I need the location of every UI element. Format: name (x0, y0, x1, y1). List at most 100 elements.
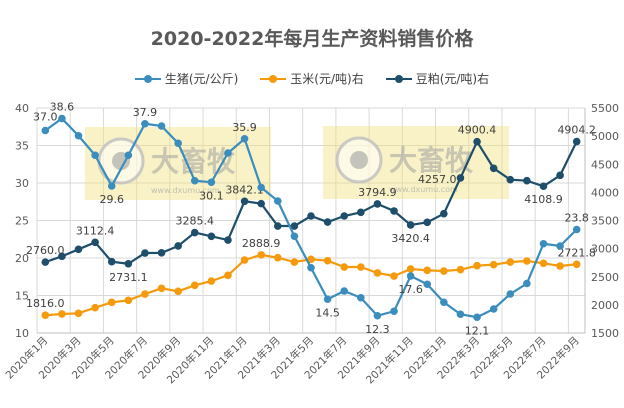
data-point (523, 279, 531, 288)
left-tick-label: 30 (15, 177, 29, 190)
data-point (157, 122, 166, 130)
left-tick-label: 25 (15, 215, 29, 228)
data-point (539, 259, 548, 268)
data-point (423, 218, 432, 227)
data-point (323, 256, 332, 265)
data-point (373, 200, 382, 208)
data-point (390, 307, 398, 316)
data-point (440, 298, 448, 307)
data-label: 4900.4 (458, 124, 497, 137)
data-point (74, 131, 83, 140)
data-label: 3420.4 (391, 232, 430, 245)
data-point (157, 249, 166, 257)
data-point (190, 281, 199, 290)
data-point (456, 310, 465, 319)
data-point (373, 311, 382, 320)
data-point (506, 258, 515, 266)
data-point (124, 259, 133, 268)
watermark-brand: 大畜牧 (151, 145, 236, 178)
data-point (107, 298, 116, 307)
data-label: 23.8 (564, 212, 589, 225)
data-point (207, 277, 216, 285)
legend-item-corn[interactable]: 玉米(元/吨)右 (260, 70, 364, 87)
data-point (406, 272, 415, 280)
watermark-logo-dot (350, 151, 368, 169)
legend-swatch-corn (260, 74, 287, 84)
data-point (323, 218, 332, 226)
data-point (174, 287, 182, 296)
legend-swatch-pig (134, 74, 161, 84)
data-point (489, 164, 498, 173)
legend-item-pig[interactable]: 生猪(元/公斤) (134, 70, 238, 87)
left-tick-label: 40 (15, 102, 29, 115)
data-point (506, 175, 515, 184)
data-point (572, 260, 581, 269)
watermark-url: www.dxumu.com (389, 185, 458, 194)
data-point (473, 137, 481, 146)
data-label: 35.9 (232, 121, 257, 134)
data-label: 30.1 (199, 189, 224, 202)
data-point (357, 263, 365, 271)
data-label: 4108.9 (524, 193, 563, 206)
data-point (373, 269, 382, 277)
data-point (406, 221, 415, 229)
legend-label: 豆粕(元/吨)右 (415, 72, 490, 86)
right-tick-label: 2000 (591, 299, 619, 312)
left-tick-label: 15 (15, 290, 29, 303)
data-point (440, 209, 448, 218)
data-point (207, 232, 216, 241)
legend: 生猪(元/公斤) 玉米(元/吨)右 豆粕(元/吨)右 (0, 70, 624, 87)
data-point (41, 126, 50, 135)
data-label: 2721.8 (557, 246, 596, 259)
data-point (473, 313, 481, 322)
data-point (307, 263, 315, 272)
data-point (273, 222, 282, 230)
data-point (240, 134, 249, 143)
data-point (107, 182, 116, 190)
data-point (423, 280, 432, 289)
data-label: 1816.0 (26, 297, 65, 310)
data-point (290, 232, 299, 241)
data-point (91, 151, 99, 160)
data-point (41, 311, 50, 320)
data-label: 37.0 (33, 111, 58, 124)
data-point (190, 228, 199, 237)
left-tick-label: 35 (15, 140, 29, 153)
legend-item-soymeal[interactable]: 豆粕(元/吨)右 (385, 70, 490, 87)
left-tick-label: 10 (15, 327, 29, 340)
data-label: 2888.9 (242, 237, 281, 250)
data-point (572, 137, 581, 146)
data-point (224, 271, 232, 280)
data-label: 3285.4 (176, 215, 215, 228)
right-tick-label: 3500 (591, 215, 619, 228)
data-label: 3112.4 (76, 224, 115, 237)
series-soymeal: 2760.0 3112.4 2731.1 3285.4 3842.1 3794.9 3420… (26, 124, 596, 284)
data-point (390, 207, 398, 215)
data-point (406, 265, 415, 273)
data-point (340, 212, 349, 220)
legend-swatch-soymeal (385, 74, 412, 84)
series-pig: 37.038.6 29.6 37.9 30.1 35.9 14.5 12.3 17.6 12.1… (33, 101, 589, 338)
data-point (58, 310, 66, 318)
data-point (423, 266, 432, 275)
data-point (290, 222, 299, 230)
data-point (523, 176, 531, 185)
data-label: 37.9 (133, 106, 158, 119)
data-point (307, 255, 315, 264)
data-label: 12.3 (365, 323, 390, 336)
data-label: 2760.0 (26, 244, 65, 257)
right-tick-label: 2500 (591, 271, 619, 284)
data-point (174, 139, 182, 148)
right-tick-label: 4500 (591, 158, 619, 171)
data-label: 4257.0 (418, 173, 457, 186)
data-label: 17.6 (398, 283, 423, 296)
data-point (456, 174, 465, 182)
data-point (257, 251, 265, 259)
data-point (124, 151, 133, 160)
legend-label: 玉米(元/吨)右 (290, 72, 364, 86)
data-point (240, 256, 249, 264)
data-point (340, 287, 349, 295)
data-label: 29.6 (99, 193, 124, 206)
data-point (157, 284, 166, 293)
data-point (357, 293, 365, 302)
